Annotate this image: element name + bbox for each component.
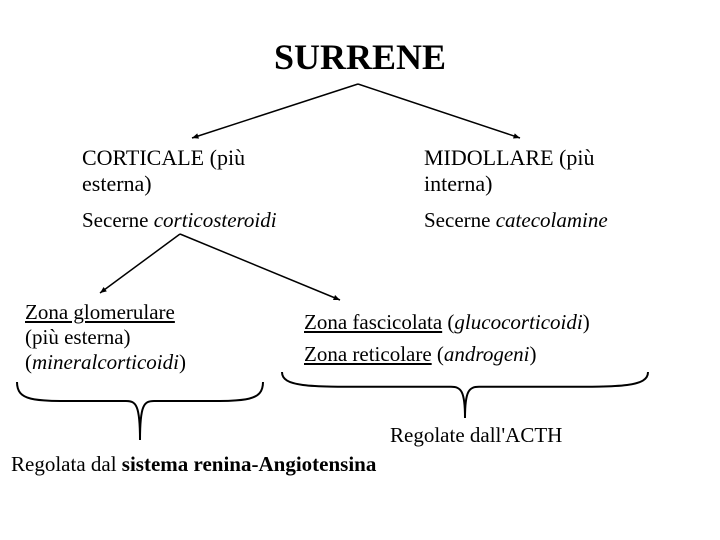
- regolate-acth: Regolate dall'ACTH: [390, 423, 562, 448]
- paren-close3: ): [529, 342, 536, 366]
- zona-reticolare-label: Zona reticolare: [304, 342, 432, 366]
- midollare-suffix: (più: [554, 145, 595, 170]
- regolata-renina: Regolata dal sistema renina-Angiotensina: [11, 452, 376, 477]
- glucocorticoidi: glucocorticoidi: [454, 310, 582, 334]
- main-title: SURRENE: [0, 36, 720, 78]
- midollare-block: MIDOLLARE (più interna): [424, 145, 595, 198]
- catecolamine: catecolamine: [496, 208, 608, 232]
- secerne-prefix2: Secerne: [424, 208, 496, 232]
- paren-open3: (: [432, 342, 444, 366]
- zona-fascicolata-label: Zona fascicolata: [304, 310, 442, 334]
- zona-glomerulare-l2: (più esterna): [25, 325, 131, 349]
- zona-glomerulare: Zona glomerulare (più esterna) (mineralc…: [25, 300, 186, 376]
- paren-open2: (: [442, 310, 454, 334]
- renina-bold: sistema renina-Angiotensina: [122, 452, 377, 476]
- zona-glomerulare-label: Zona glomerulare: [25, 300, 175, 324]
- androgeni: androgeni: [444, 342, 530, 366]
- zona-reticolare: Zona reticolare (androgeni): [304, 342, 536, 367]
- zone-line-right: [174, 228, 346, 306]
- branch-line-right: [352, 78, 526, 144]
- midollare-secerne: Secerne catecolamine: [424, 208, 608, 233]
- brace-left: [15, 380, 265, 444]
- corticale-block: CORTICALE (più esterna): [82, 145, 245, 198]
- zona-fascicolata: Zona fascicolata (glucocorticoidi): [304, 310, 590, 335]
- branch-line-left: [186, 78, 364, 144]
- brace-right: [280, 370, 650, 422]
- paren-close2: ): [583, 310, 590, 334]
- corticale-label: CORTICALE: [82, 145, 204, 170]
- zone-line-left: [94, 228, 186, 299]
- paren-open: (: [25, 350, 32, 374]
- corticale-line2: esterna): [82, 171, 152, 196]
- corticale-suffix: (più: [204, 145, 245, 170]
- acth-text: Regolate dall'ACTH: [390, 423, 562, 447]
- mineralcorticoidi: mineralcorticoidi: [32, 350, 179, 374]
- paren-close: ): [179, 350, 186, 374]
- midollare-label: MIDOLLARE: [424, 145, 554, 170]
- midollare-line2: interna): [424, 171, 492, 196]
- renina-prefix: Regolata dal: [11, 452, 122, 476]
- title-text: SURRENE: [274, 37, 446, 77]
